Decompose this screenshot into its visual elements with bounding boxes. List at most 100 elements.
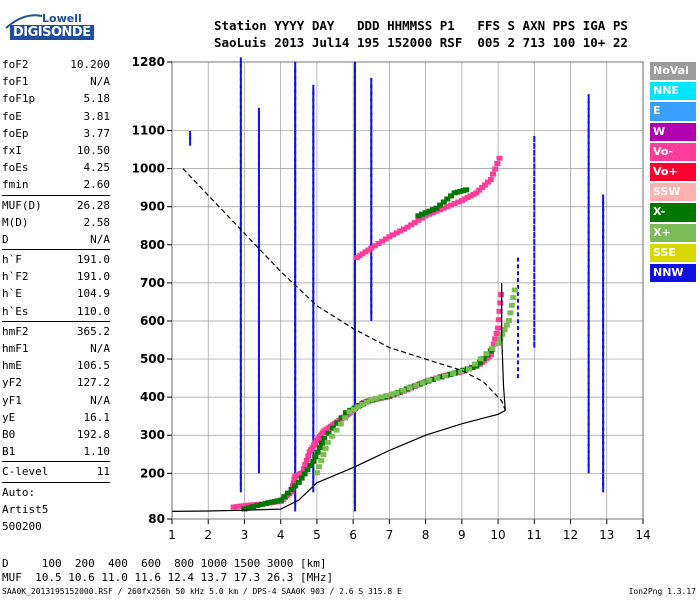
param-label: foF2 (2, 58, 29, 71)
echo-point (458, 368, 465, 374)
echo-point (484, 179, 491, 185)
logo-text-digisonde: DIGISONDE (10, 25, 94, 40)
echo-point (338, 415, 345, 421)
echo-point (393, 230, 400, 236)
echo-point (490, 341, 497, 347)
x-tick-label: 4 (277, 528, 285, 542)
echo-point (418, 211, 425, 217)
echo-point (483, 351, 490, 357)
echo-point (368, 245, 375, 251)
param-value: 26.28 (76, 198, 110, 212)
echo-point (373, 395, 380, 401)
echo-point (383, 393, 390, 399)
echo-point (497, 336, 504, 342)
echo-point (415, 217, 422, 223)
param-label: D (2, 232, 9, 246)
echo-point (300, 466, 307, 472)
echo-point (507, 310, 514, 316)
echo-point (400, 387, 407, 393)
echo-point (316, 464, 323, 470)
echo-point (316, 445, 323, 451)
echo-point (310, 458, 317, 464)
param-label: h`F2 (2, 270, 29, 284)
param-divider (2, 249, 110, 251)
echo-point (442, 373, 449, 379)
y-tick-label: 200 (140, 466, 165, 480)
param-label: foEs (2, 161, 29, 175)
param-row: B1 1.10 (2, 443, 110, 460)
param-label: hmF1 (2, 342, 29, 355)
echo-point (277, 497, 284, 503)
param-label: M(D) (2, 215, 29, 229)
echo-point (492, 336, 499, 342)
y-tick-label: 500 (140, 352, 165, 366)
param-value: N/A (90, 393, 110, 407)
x-tick-label: 5 (313, 528, 321, 542)
echo-point (471, 361, 478, 367)
echo-point (378, 394, 385, 400)
param-label: fxI (2, 143, 22, 157)
x-tick-label: 12 (563, 528, 578, 542)
echo-point (429, 376, 436, 382)
param-value: 191.0 (76, 253, 110, 267)
solid-profile-line (171, 282, 506, 512)
echo-point (241, 506, 248, 512)
echo-point (437, 202, 444, 208)
echo-point (455, 199, 462, 205)
param-row: foEp 3.77 (2, 125, 110, 142)
param-group-1: foF2 10.200 foF1 N/A foF1p 5.18 foE 3.81 foE… (2, 56, 110, 194)
param-row: h`F2 191.0 (2, 268, 110, 285)
param-value: 127.2 (76, 376, 110, 390)
echo-point (463, 187, 470, 193)
digisonde-logo: Lowell DIGISONDE (2, 8, 102, 48)
param-value: 2.60 (83, 178, 111, 192)
param-row: yE 16.1 (2, 409, 110, 426)
legend-vo-plus: Vo+ (650, 162, 696, 182)
echo-point (487, 352, 494, 358)
param-label: MUF(D) (2, 198, 42, 212)
echo-point (437, 207, 444, 213)
polarization-legend: NoVal NNE E W Vo- Vo+ SSW X- X+ SSE NNW (650, 62, 696, 284)
param-value: 191.0 (76, 270, 110, 284)
y-tick-label: 700 (140, 276, 165, 290)
echo-point (313, 470, 320, 476)
echo-point (302, 461, 309, 467)
param-value: N/A (90, 232, 110, 246)
echo-point (305, 453, 312, 459)
echo-point (393, 390, 400, 396)
param-row: hmE 106.5 (2, 357, 110, 374)
auto-code: 500200 (2, 519, 42, 533)
echo-point (411, 220, 418, 226)
echo-point (434, 375, 441, 381)
param-value: 106.5 (76, 359, 110, 373)
echo-point (342, 415, 349, 421)
echo-point (433, 208, 440, 214)
param-divider (2, 461, 110, 463)
param-divider (2, 320, 110, 322)
param-value: 10.50 (76, 143, 110, 157)
x-tick-label: 6 (349, 528, 357, 542)
echo-point (494, 161, 501, 167)
echo-point (355, 404, 362, 410)
echo-point (284, 490, 291, 496)
param-label: C-level (2, 465, 49, 479)
echo-point (303, 457, 310, 463)
echo-point (281, 494, 288, 500)
param-divider (2, 481, 110, 483)
echo-point (493, 330, 500, 336)
auto-line: Artist5 (2, 501, 110, 518)
y-tick-label: 1100 (132, 124, 165, 138)
footer-version: Ion2Png 1.3.17 (628, 587, 696, 596)
legend-noval: NoVal (650, 62, 696, 81)
echo-point (497, 300, 504, 306)
x-tick-label: 11 (527, 528, 542, 542)
param-label: h`Es (2, 304, 29, 318)
echo-point (254, 503, 261, 509)
echo-point (447, 202, 454, 208)
echo-point (438, 374, 445, 380)
y-tick-label: 80 (148, 512, 165, 526)
param-value: 11 (96, 465, 110, 479)
echo-point (479, 185, 486, 191)
legend-nne: NNE (650, 82, 696, 101)
